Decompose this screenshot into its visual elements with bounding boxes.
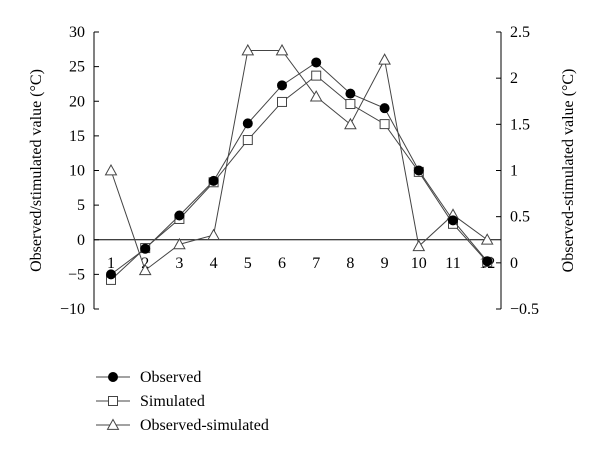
left-tick-label: 15 [69,128,85,145]
x-tick-label: 3 [175,255,183,272]
data-point [412,239,426,252]
data-point [448,215,458,226]
data-point [242,118,253,129]
series-layer [104,43,494,285]
data-point [174,210,185,221]
data-point [480,233,494,245]
data-point [311,57,322,68]
data-point [241,43,255,56]
data-point [104,163,118,176]
legend-label: Simulated [140,393,205,410]
left-tick-label: −5 [68,266,85,283]
right-tick-label: −0.5 [510,301,539,318]
x-tick-label: 9 [381,255,389,272]
left-tick-label: 25 [69,59,85,76]
data-point [207,228,220,241]
series-line [110,61,488,275]
data-point [242,135,253,146]
legend-marker [108,372,118,382]
left-axis-title: Observed/stimulated value (°C) [28,69,45,272]
data-point [277,96,287,107]
data-point [275,43,289,56]
right-tick-label: 0 [510,255,518,272]
left-tick-label: 10 [69,163,85,180]
legend-item: Observed [96,369,201,386]
data-point [379,119,390,130]
data-point [378,53,391,65]
left-tick-label: 5 [77,197,85,214]
data-point [413,165,424,176]
left-tick-label: 30 [69,24,85,41]
legend-item: Observed-simulated [96,417,269,434]
data-point [344,117,357,130]
x-tick-label: 1 [107,255,115,272]
data-point [345,88,356,99]
series-simulated [106,70,493,285]
left-tick-label: 0 [77,232,85,249]
series-observed [106,57,493,280]
legend-label: Observed [140,369,201,386]
left-tick-label: 20 [69,93,85,110]
x-tick-label: 10 [411,255,427,272]
x-tick-label: 5 [244,255,252,272]
series-line [110,49,488,272]
x-tick-label: 6 [278,255,286,272]
data-point [208,175,219,186]
right-tick-label: 1.5 [510,116,530,133]
data-point [482,256,493,267]
legend-label: Observed-simulated [140,417,269,434]
data-point [345,99,356,110]
data-point [140,243,151,254]
data-point [138,263,152,276]
legend-marker [106,418,120,430]
right-tick-label: 0.5 [510,209,530,226]
data-point [379,103,390,114]
data-point [173,237,186,250]
x-tick-label: 4 [210,255,218,272]
right-tick-label: 1 [510,163,518,180]
tick-labels: −10 −5 0 5 10 15 20 25 30 −0.5 0 0.5 1 1.5 2 2.5 1 2 3 4 5 6 7… [28,24,577,318]
right-tick-label: 2 [510,70,518,87]
right-tick-label: 2.5 [510,24,530,41]
series-line [110,74,488,281]
left-tick-label: −10 [60,301,85,318]
legend: Observed Simulated Observed-simulated [96,369,269,434]
legend-item: Simulated [96,393,205,410]
data-point [311,70,322,81]
x-tick-label: 2 [141,255,149,272]
data-point [309,90,323,102]
x-tick-label: 7 [312,255,320,272]
axes [93,32,502,309]
x-tick-label: 8 [346,255,354,272]
data-point [106,269,116,280]
data-point [277,80,287,91]
right-axis-title: Observed-stimulated value (°C) [560,69,577,273]
legend-marker [108,396,118,406]
x-tick-label: 11 [445,255,460,272]
